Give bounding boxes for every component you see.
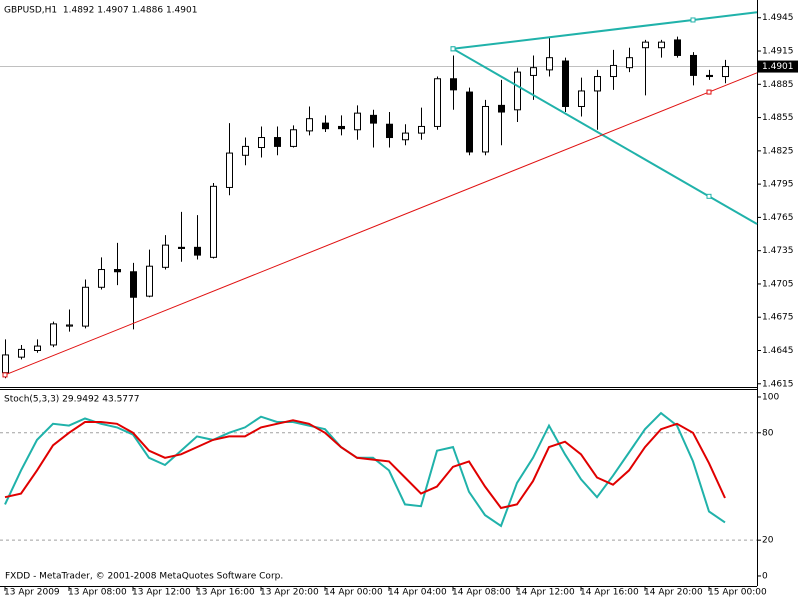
- candle-body: [482, 105, 489, 153]
- y-tick-label: 1.4765: [762, 213, 794, 223]
- candle-body: [370, 114, 377, 124]
- candle-body: [114, 269, 121, 273]
- candle-body: [66, 324, 73, 327]
- candle-body: [514, 71, 521, 111]
- y-tick-label: 80: [762, 428, 774, 438]
- x-tick-label: 14 Apr 16:00: [580, 588, 639, 598]
- y-tick-label: 1.4645: [762, 346, 794, 356]
- x-tick-label: 13 Apr 16:00: [196, 588, 255, 598]
- candle-body: [322, 122, 329, 130]
- trendline: [452, 47, 710, 198]
- y-tick-label: 1.4885: [762, 80, 794, 90]
- y-tick-label: 1.4855: [762, 113, 794, 123]
- candle-body: [466, 91, 473, 153]
- candle-body: [290, 129, 297, 147]
- current-price-label: 1.4901: [762, 62, 794, 72]
- candle-body: [98, 269, 105, 288]
- chart-title: GBPUSD,H1 1.4892 1.4907 1.4886 1.4901: [4, 6, 197, 16]
- candle-body: [178, 246, 185, 249]
- candle-body: [578, 90, 585, 107]
- x-tick-label: 13 Apr 20:00: [260, 588, 319, 598]
- candle-body: [18, 348, 25, 358]
- candle-body: [530, 67, 537, 76]
- candle-body: [258, 137, 265, 149]
- candle-body: [194, 246, 201, 256]
- y-tick-label: 1.4735: [762, 246, 794, 256]
- candle-body: [546, 57, 553, 71]
- y-tick-label: 1.4945: [762, 13, 794, 23]
- candle-body: [626, 57, 633, 69]
- trendline: [452, 18, 694, 50]
- trendline-anchor: [450, 46, 456, 52]
- x-tick-label: 14 Apr 20:00: [644, 588, 703, 598]
- candle-body: [354, 112, 361, 131]
- candle-body: [418, 125, 425, 134]
- candle-body: [690, 54, 697, 76]
- y-tick-label: 1.4615: [762, 379, 794, 389]
- candle-body: [34, 345, 41, 352]
- candle-body: [610, 64, 617, 78]
- x-tick-label: 14 Apr 12:00: [516, 588, 575, 598]
- indicator-line: [4, 419, 726, 510]
- candle-body: [498, 104, 505, 113]
- candle-body: [386, 123, 393, 139]
- candle-body: [402, 132, 409, 141]
- trendline-extension: [708, 72, 758, 93]
- candle-body: [242, 145, 249, 156]
- indicator-title: Stoch(5,3,3) 29.9492 43.5777: [4, 395, 139, 405]
- y-tick-label: 1.4915: [762, 47, 794, 57]
- candle-body: [450, 78, 457, 91]
- x-tick-label: 13 Apr 2009: [4, 588, 60, 598]
- candle-body: [562, 60, 569, 107]
- candle-body: [2, 354, 9, 374]
- candle-body: [130, 271, 137, 298]
- candle-body: [50, 323, 57, 346]
- candle-body: [210, 185, 217, 258]
- y-tick-label: 1.4675: [762, 313, 794, 323]
- candle-body: [226, 152, 233, 188]
- current-price-box: [758, 60, 798, 73]
- x-tick-label: 14 Apr 00:00: [324, 588, 383, 598]
- candle-body: [642, 41, 649, 49]
- y-tick-label: 0: [762, 571, 768, 581]
- candle-body: [706, 74, 713, 78]
- footer: FXDD - MetaTrader, © 2001-2008 MetaQuote…: [5, 572, 283, 582]
- candle-body: [658, 41, 665, 49]
- x-tick-label: 14 Apr 04:00: [388, 588, 447, 598]
- y-tick-label: 1.4705: [762, 279, 794, 289]
- trendline-anchor: [706, 193, 712, 199]
- candle-body: [306, 118, 313, 132]
- candle-body: [146, 265, 153, 297]
- y-tick-label: 1.4795: [762, 180, 794, 190]
- candle-body: [722, 66, 729, 78]
- x-tick-label: 15 Apr 00:00: [708, 588, 767, 598]
- candle-body: [594, 76, 601, 92]
- x-tick-label: 14 Apr 08:00: [452, 588, 511, 598]
- candle-body: [162, 244, 169, 268]
- candle-body: [434, 78, 441, 127]
- candle-body: [674, 39, 681, 56]
- y-tick-label: 1.4825: [762, 146, 794, 156]
- trendline-extension: [708, 195, 758, 225]
- trendline-anchor: [690, 17, 696, 23]
- candle-body: [274, 137, 281, 147]
- x-tick-label: 13 Apr 12:00: [132, 588, 191, 598]
- y-tick-label: 100: [762, 392, 779, 402]
- trendline-anchor: [706, 89, 712, 95]
- candle-body: [82, 286, 89, 327]
- trendline: [4, 91, 710, 376]
- trendline-anchor: [2, 372, 8, 378]
- x-tick-label: 13 Apr 08:00: [68, 588, 127, 598]
- trendline-extension: [692, 11, 758, 21]
- candle-body: [338, 125, 345, 130]
- y-tick-label: 20: [762, 536, 774, 546]
